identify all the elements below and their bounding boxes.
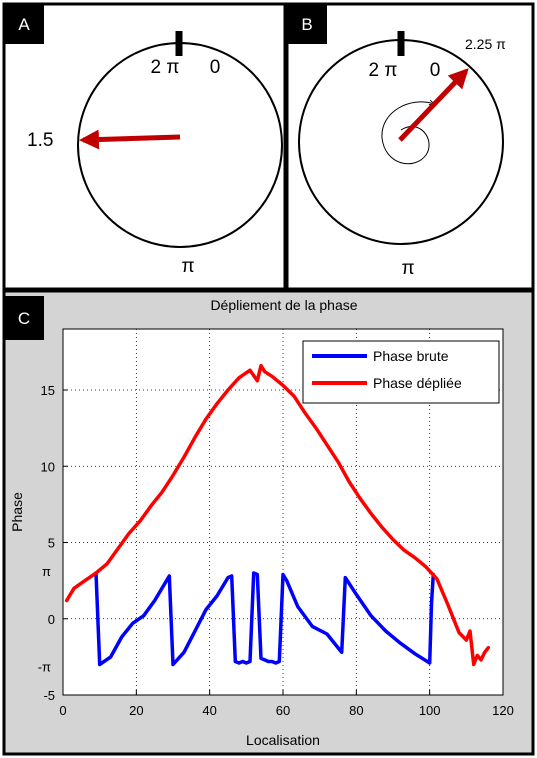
panel-b: B 2 π 0 π 2.25 π [285, 2, 535, 291]
panel-b-frame [285, 2, 535, 291]
x-axis-ticks: 0 20 40 60 80 100 120 [59, 690, 514, 718]
zero-mark [175, 31, 183, 56]
panel-b-letter: B [301, 15, 312, 34]
y-tick-label: -5 [43, 688, 55, 703]
label-zero: 0 [430, 60, 441, 81]
panel-b-letter-box [287, 4, 327, 44]
x-tick-label: 80 [349, 703, 363, 718]
legend-label-raw: Phase brute [373, 348, 449, 364]
legend-label-unwrapped: Phase dépliée [373, 375, 462, 391]
series-lines [64, 363, 491, 667]
y-tick-label: 10 [41, 459, 55, 474]
unwrapped-phase-line [64, 363, 491, 667]
value-label: 1.5 [27, 130, 53, 151]
phase-arrow [398, 68, 469, 142]
x-tick-label: 100 [419, 703, 441, 718]
raw-phase-line [94, 571, 436, 667]
phase-arrow [79, 129, 181, 150]
panel-a-letter-box [4, 4, 44, 44]
x-tick-label: 120 [492, 703, 514, 718]
x-tick-label: 0 [59, 703, 66, 718]
legend: Phase brute Phase dépliée [302, 340, 500, 404]
x-tick-label: 20 [129, 703, 143, 718]
panel-c-letter-box [4, 296, 44, 340]
chart-title: Dépliement de la phase [210, 297, 357, 313]
label-zero: 0 [210, 57, 221, 78]
label-pi: π [181, 256, 194, 277]
y-pi-label: π [42, 564, 51, 579]
legend-box [302, 340, 500, 404]
label-pi: π [401, 258, 414, 279]
y-axis-label: Phase [9, 492, 25, 532]
panel-c: C Dépliement de la phase 0 20 40 60 80 100 120… [2, 289, 535, 756]
spiral-path [381, 102, 434, 165]
x-axis-label: Localisation [246, 732, 320, 748]
y-axis-ticks: -5 0 5 10 15 π -π [38, 383, 68, 703]
y-tick-label: 0 [48, 612, 55, 627]
label-2pi: 2 π [151, 57, 180, 78]
value-label: 2.25 π [465, 36, 506, 52]
x-tick-label: 40 [202, 703, 216, 718]
panel-a-letter: A [18, 15, 30, 34]
y-tick-label: 15 [41, 383, 55, 398]
label-2pi: 2 π [369, 60, 398, 81]
panel-c-letter: C [18, 309, 30, 328]
y-tick-label: 5 [48, 536, 55, 551]
x-tick-label: 60 [276, 703, 290, 718]
y-pi-label: -π [38, 660, 51, 675]
zero-mark [397, 31, 405, 56]
panel-a: A 2 π 0 π 1.5 [2, 2, 287, 291]
